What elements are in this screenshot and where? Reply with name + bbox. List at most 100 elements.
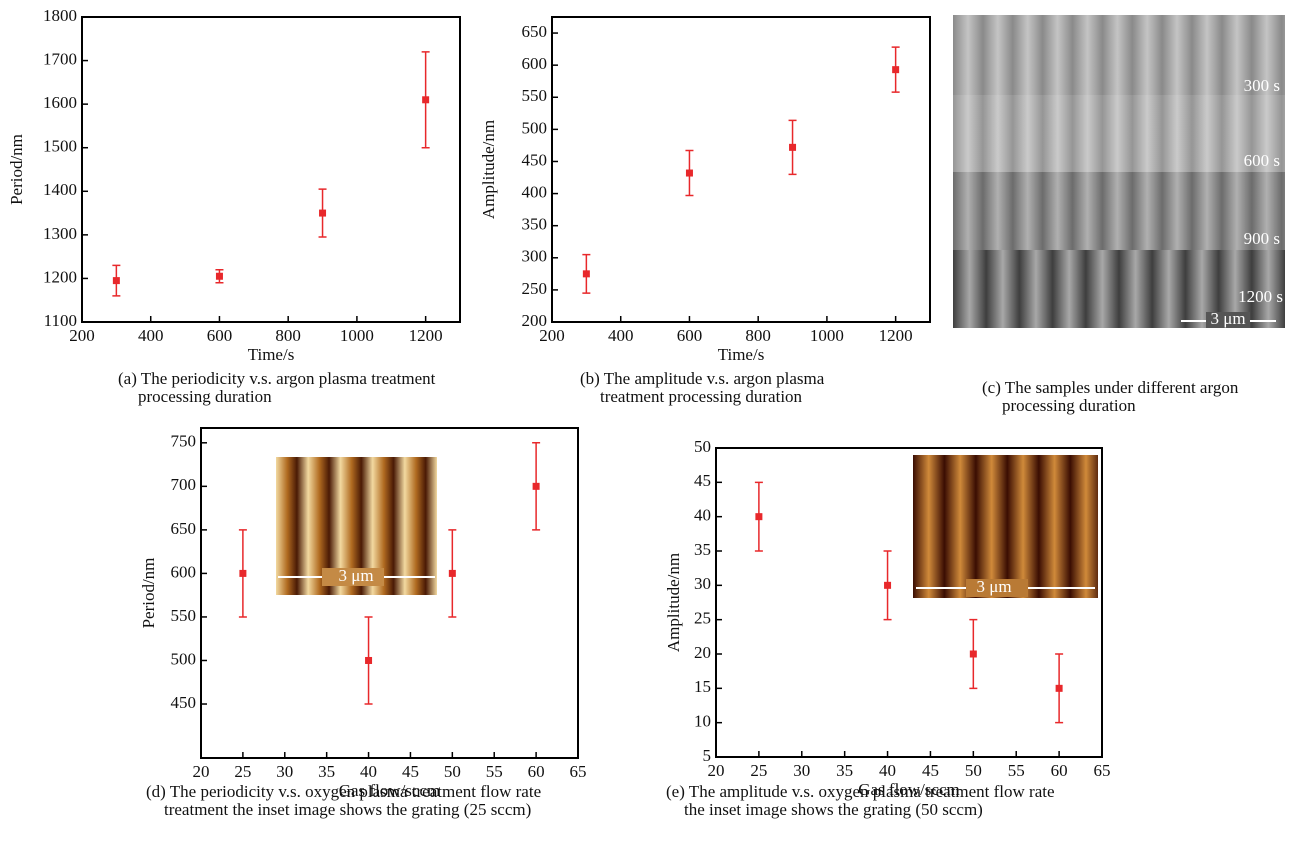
sem-label: 600 s [1244, 151, 1280, 170]
y-tick-label: 200 [522, 311, 548, 330]
x-tick-label: 800 [275, 326, 301, 345]
x-tick-label: 25 [234, 762, 251, 781]
y-axis-label: Period/nm [7, 134, 26, 205]
x-tick-label: 600 [207, 326, 233, 345]
x-tick-label: 30 [276, 762, 293, 781]
y-tick-label: 700 [171, 475, 197, 494]
y-tick-label: 500 [522, 118, 548, 137]
y-tick-label: 45 [694, 471, 711, 490]
sem-label: 900 s [1244, 229, 1280, 248]
caption: (d) The periodicity v.s. oxygen plasma t… [146, 782, 541, 801]
marker [422, 96, 430, 104]
marker [582, 270, 590, 278]
x-tick-label: 1200 [879, 326, 913, 345]
x-tick-label: 35 [836, 761, 853, 780]
x-tick-label: 45 [402, 762, 419, 781]
y-tick-label: 450 [522, 150, 548, 169]
y-tick-label: 15 [694, 677, 711, 696]
x-tick-label: 400 [608, 326, 634, 345]
x-axis-label: Time/s [248, 345, 295, 364]
x-tick-label: 60 [1051, 761, 1068, 780]
marker [1055, 684, 1063, 692]
marker [365, 656, 373, 664]
marker [685, 169, 693, 177]
y-tick-label: 1100 [44, 311, 77, 330]
caption: (b) The amplitude v.s. argon plasma [580, 369, 825, 388]
x-tick-label: 65 [1094, 761, 1111, 780]
marker [215, 272, 223, 280]
y-tick-label: 30 [694, 574, 711, 593]
marker [239, 569, 247, 577]
marker [112, 277, 120, 285]
y-tick-label: 650 [522, 22, 548, 41]
caption: (c) The samples under different argon [982, 378, 1239, 397]
plot-frame [81, 16, 461, 323]
y-tick-label: 300 [522, 247, 548, 266]
x-tick-label: 800 [745, 326, 771, 345]
y-tick-label: 35 [694, 540, 711, 559]
inset-image: 3 μm [276, 457, 437, 595]
x-tick-label: 55 [486, 762, 503, 781]
x-tick-label: 30 [793, 761, 810, 780]
x-tick-label: 50 [444, 762, 461, 781]
sem-label: 300 s [1244, 76, 1280, 95]
y-tick-label: 600 [522, 54, 548, 73]
sem-panel: 300 s 600 s 900 s 1200 s 3 μm (c) The sa… [953, 15, 1285, 415]
y-tick-label: 250 [522, 279, 548, 298]
y-tick-label: 5 [703, 746, 712, 765]
x-tick-label: 200 [539, 326, 565, 345]
x-tick-label: 40 [879, 761, 896, 780]
y-tick-label: 550 [171, 606, 197, 625]
sem-strip [953, 172, 1285, 250]
marker [755, 513, 763, 521]
y-tick-label: 1400 [43, 180, 77, 199]
x-tick-label: 1200 [409, 326, 443, 345]
x-tick-label: 1000 [340, 326, 374, 345]
x-tick-label: 20 [708, 761, 725, 780]
y-tick-label: 400 [522, 182, 548, 201]
y-tick-label: 500 [171, 649, 197, 668]
sem-strip [953, 15, 1285, 95]
scale-bar-bg [1206, 312, 1250, 328]
x-tick-label: 50 [965, 761, 982, 780]
y-tick-label: 750 [171, 432, 197, 451]
plot-frame [200, 427, 579, 759]
scale-bar-label: 3 μm [338, 566, 373, 585]
y-tick-label: 50 [694, 437, 711, 456]
marker [319, 209, 327, 217]
y-tick-label: 1300 [43, 224, 77, 243]
x-tick-label: 200 [69, 326, 95, 345]
y-axis-label: Period/nm [139, 558, 158, 629]
marker [884, 581, 892, 589]
marker [892, 66, 900, 74]
x-tick-label: 65 [570, 762, 587, 781]
x-tick-label: 60 [528, 762, 545, 781]
sem-strip [953, 95, 1285, 172]
y-tick-label: 1800 [43, 6, 77, 25]
x-tick-label: 600 [677, 326, 703, 345]
x-tick-label: 1000 [810, 326, 844, 345]
y-tick-label: 650 [171, 519, 197, 538]
x-tick-label: 40 [360, 762, 377, 781]
y-tick-label: 1200 [43, 267, 77, 286]
x-tick-label: 25 [750, 761, 767, 780]
y-tick-label: 20 [694, 643, 711, 662]
x-axis-label: Time/s [718, 345, 765, 364]
plot-frame [551, 16, 931, 323]
y-tick-label: 550 [522, 86, 548, 105]
scale-bar-label: 3 μm [1210, 309, 1245, 328]
y-axis-label: Amplitude/nm [664, 553, 683, 652]
x-tick-label: 35 [318, 762, 335, 781]
caption: (e) The amplitude v.s. oxygen plasma tre… [666, 782, 1055, 801]
y-tick-label: 10 [694, 712, 711, 731]
caption: processing duration [138, 387, 272, 406]
y-tick-label: 350 [522, 215, 548, 234]
marker [969, 650, 977, 658]
x-axis-label: Gas flow/sccm [339, 781, 441, 800]
x-tick-label: 45 [922, 761, 939, 780]
y-tick-label: 450 [171, 693, 197, 712]
plot-frame [715, 447, 1103, 758]
sem-label: 1200 s [1238, 287, 1283, 306]
inset-image: 3 μm [913, 455, 1098, 598]
